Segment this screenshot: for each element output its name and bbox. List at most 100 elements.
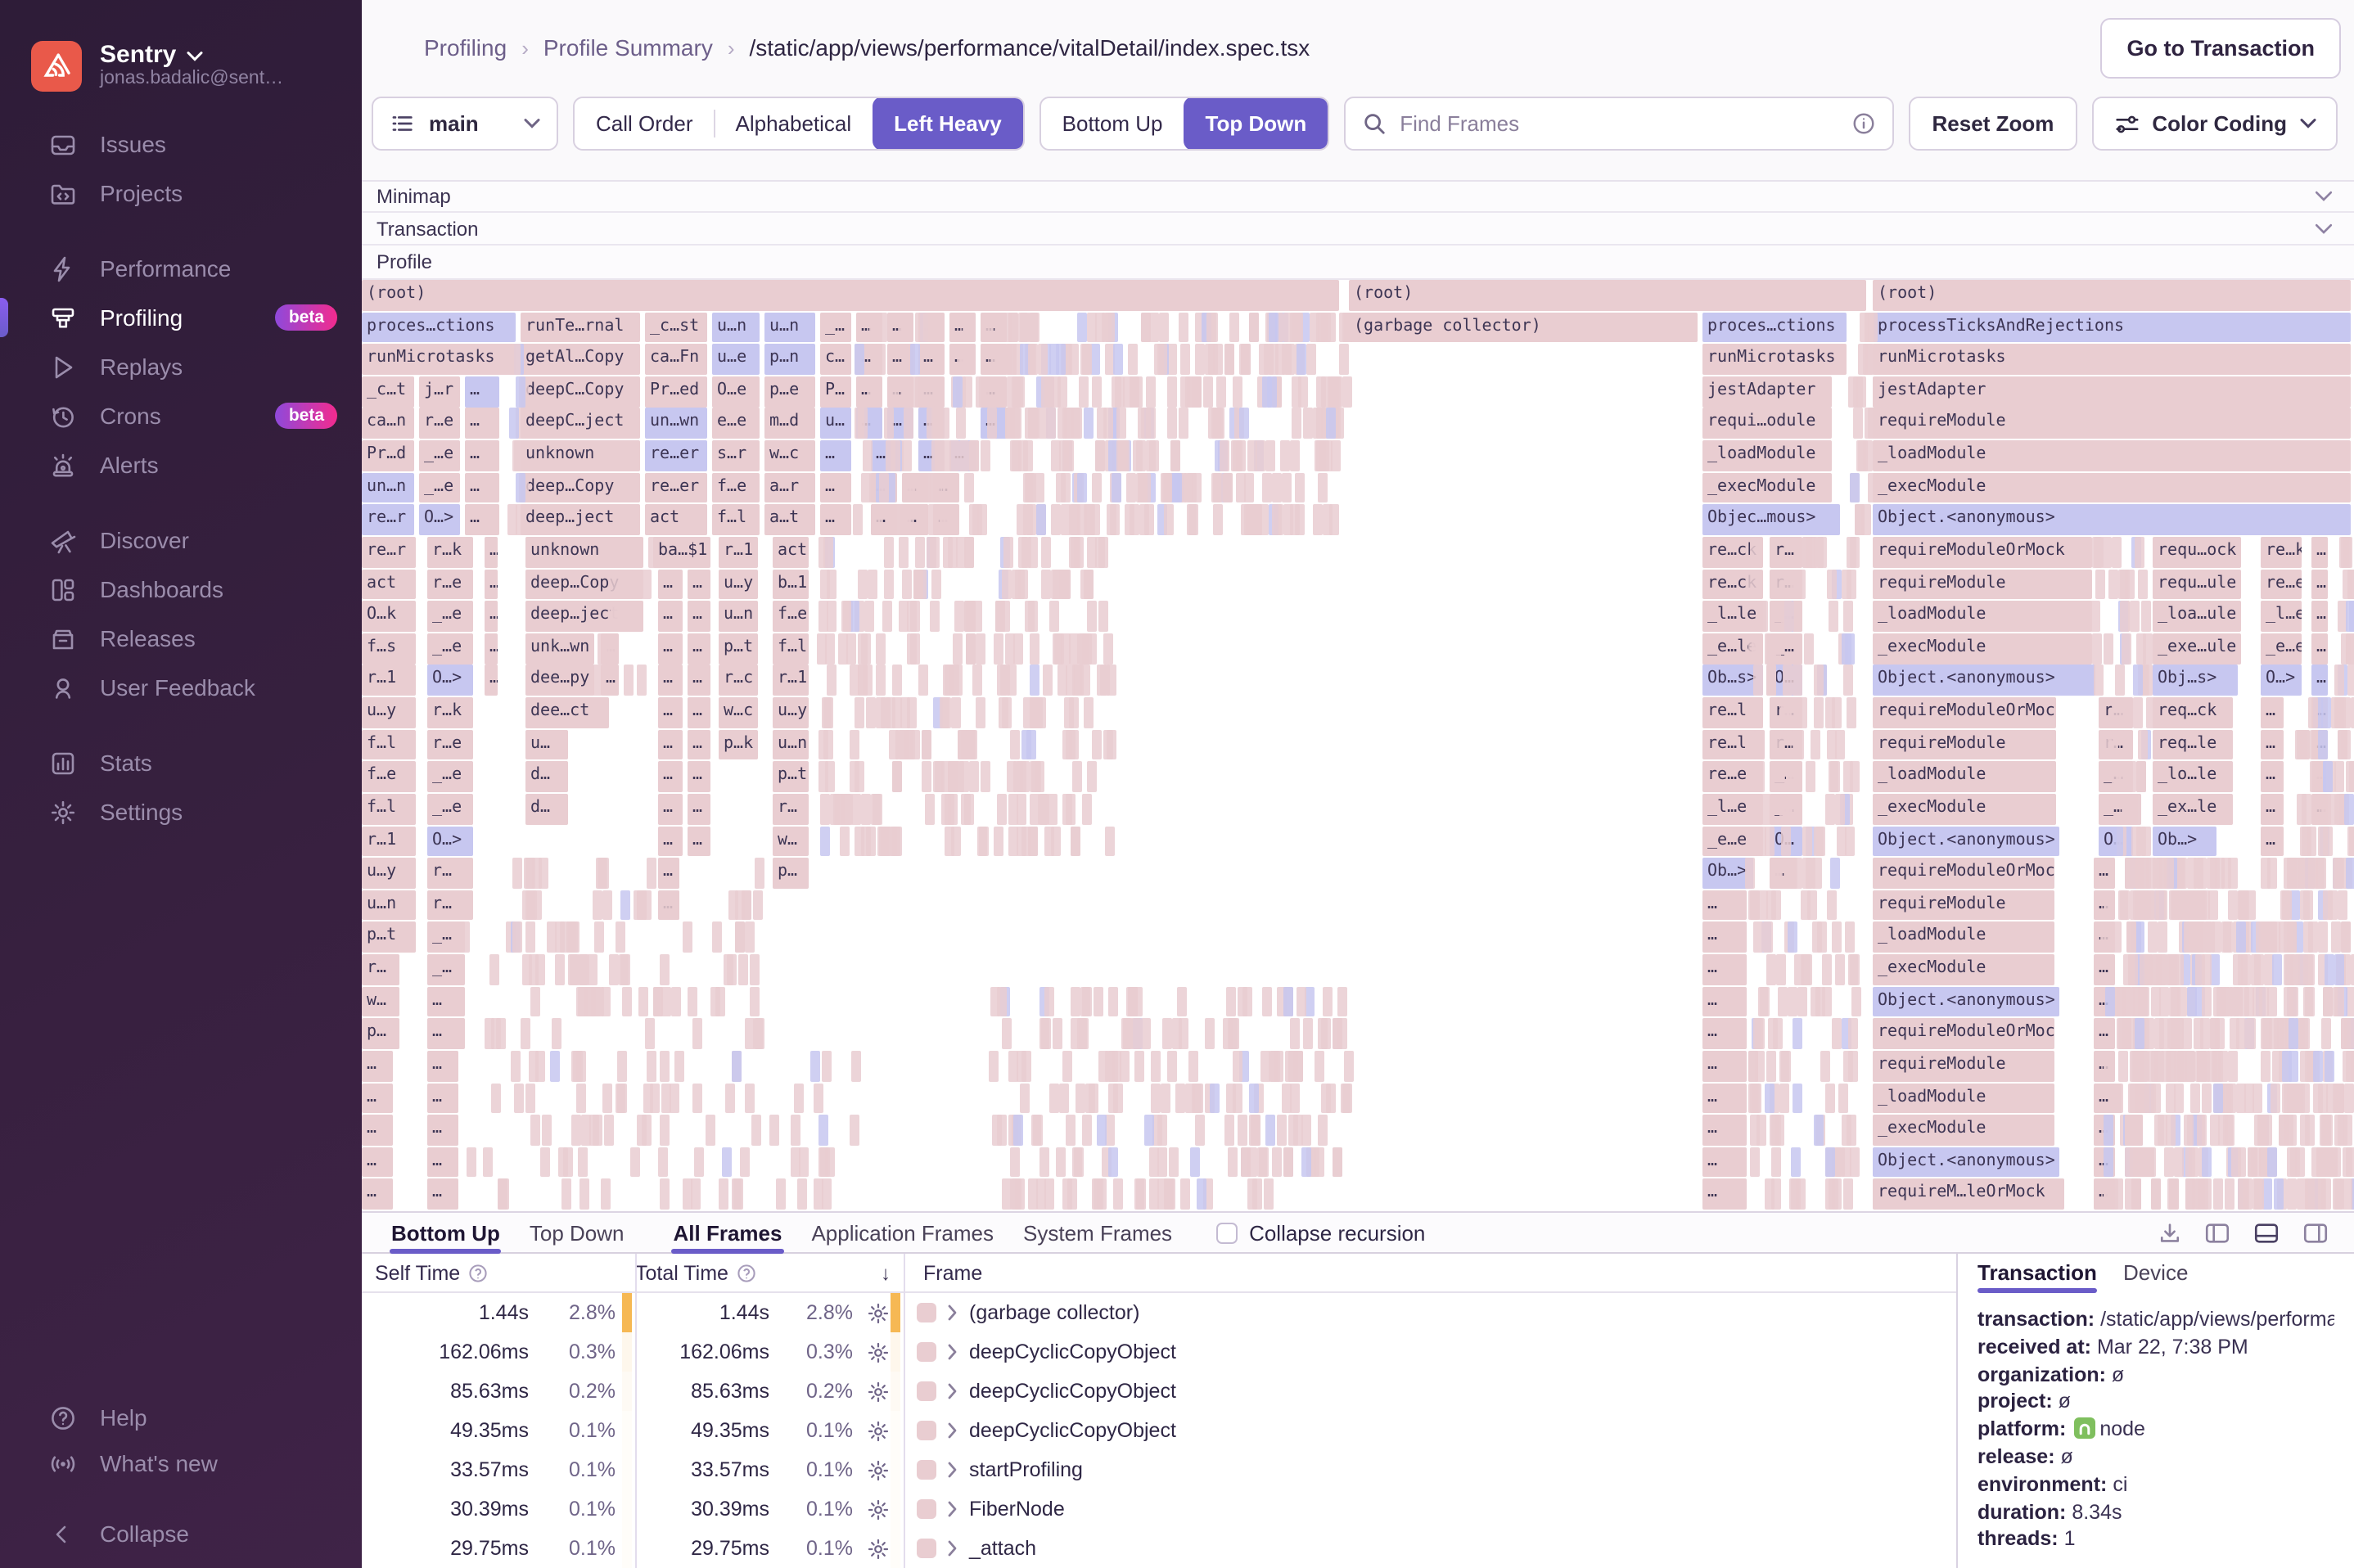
flame-frame[interactable] bbox=[2296, 793, 2307, 825]
flame-frame[interactable] bbox=[2194, 890, 2204, 921]
flame-frame[interactable]: … bbox=[688, 665, 710, 696]
flame-frame[interactable]: f…l bbox=[712, 504, 760, 536]
flame-frame[interactable] bbox=[576, 1083, 587, 1114]
flame-frame[interactable] bbox=[884, 408, 895, 439]
flame-frame[interactable] bbox=[1814, 665, 1824, 696]
flame-frame[interactable] bbox=[1239, 408, 1250, 439]
flame-frame[interactable] bbox=[1042, 665, 1053, 696]
flame-frame[interactable] bbox=[1245, 504, 1256, 536]
flame-frame[interactable] bbox=[1326, 1083, 1336, 1114]
flame-frame[interactable] bbox=[1072, 665, 1082, 696]
flame-frame[interactable]: _lo…le bbox=[2153, 761, 2233, 792]
flame-frame[interactable]: un…wn bbox=[645, 408, 707, 439]
flame-frame[interactable]: _execModule bbox=[1873, 1115, 2054, 1146]
flame-frame[interactable] bbox=[821, 1050, 832, 1082]
flame-frame[interactable]: u…y bbox=[719, 569, 758, 600]
flame-frame[interactable] bbox=[1078, 376, 1088, 408]
flame-frame[interactable] bbox=[1108, 986, 1118, 1017]
flame-frame[interactable] bbox=[2318, 729, 2329, 760]
flame-frame[interactable] bbox=[1030, 697, 1040, 728]
flame-frame[interactable] bbox=[489, 954, 500, 985]
flame-frame[interactable]: … bbox=[362, 1083, 393, 1114]
flame-frame[interactable]: … bbox=[1702, 1147, 1747, 1178]
flame-frame[interactable] bbox=[1779, 697, 1789, 728]
flame-frame[interactable] bbox=[892, 697, 903, 728]
flame-frame[interactable]: requireModuleOrMock bbox=[1873, 536, 2092, 568]
flame-frame[interactable] bbox=[1749, 1147, 1760, 1178]
flame-frame[interactable]: u… bbox=[525, 729, 568, 760]
flame-frame[interactable] bbox=[860, 472, 871, 503]
flame-frame[interactable] bbox=[2126, 921, 2136, 953]
flame-frame[interactable] bbox=[2347, 665, 2354, 696]
flame-frame[interactable] bbox=[1845, 826, 1856, 857]
flame-frame[interactable] bbox=[1069, 729, 1080, 760]
flame-frame[interactable]: p…t bbox=[773, 761, 809, 792]
flame-frame[interactable] bbox=[2148, 921, 2158, 953]
flame-frame[interactable] bbox=[2348, 761, 2354, 792]
flame-frame[interactable] bbox=[918, 665, 929, 696]
flame-frame[interactable] bbox=[2228, 1050, 2239, 1082]
flame-frame[interactable] bbox=[2135, 1083, 2146, 1114]
flame-frame[interactable] bbox=[855, 761, 865, 792]
flame-frame[interactable] bbox=[931, 569, 941, 600]
flame-frame[interactable] bbox=[692, 1018, 702, 1049]
flame-frame[interactable] bbox=[2302, 890, 2313, 921]
flame-frame[interactable]: … bbox=[658, 633, 683, 664]
flame-frame[interactable] bbox=[1133, 376, 1143, 408]
flame-frame[interactable] bbox=[2288, 1018, 2298, 1049]
flame-frame[interactable] bbox=[2337, 890, 2347, 921]
flame-frame[interactable] bbox=[2254, 1178, 2265, 1210]
flame-frame[interactable] bbox=[2262, 1018, 2272, 1049]
flame-frame[interactable] bbox=[2113, 826, 2123, 857]
flame-frame[interactable] bbox=[2235, 1018, 2246, 1049]
flame-frame[interactable] bbox=[1750, 536, 1761, 568]
flame-frame[interactable] bbox=[895, 729, 905, 760]
flame-frame[interactable]: (root) bbox=[362, 280, 1339, 311]
flame-frame[interactable] bbox=[923, 312, 934, 343]
flame-frame[interactable]: _loadModule bbox=[1702, 440, 1832, 471]
flame-frame[interactable] bbox=[1770, 1178, 1781, 1210]
flame-frame[interactable] bbox=[2090, 601, 2100, 632]
flame-frame[interactable] bbox=[1294, 472, 1305, 503]
flame-frame[interactable]: … bbox=[1702, 890, 1747, 921]
chevron-right-icon[interactable] bbox=[948, 1462, 958, 1478]
flame-frame[interactable] bbox=[1289, 1018, 1299, 1049]
flame-frame[interactable] bbox=[1848, 376, 1859, 408]
flame-frame[interactable] bbox=[2284, 954, 2295, 985]
flame-frame[interactable]: Object.<anonymous> bbox=[1873, 986, 2059, 1017]
flame-frame[interactable]: … bbox=[688, 633, 710, 664]
flame-frame[interactable] bbox=[1838, 1083, 1848, 1114]
flame-frame[interactable] bbox=[1315, 312, 1326, 343]
flame-frame[interactable] bbox=[2215, 1018, 2225, 1049]
flame-frame[interactable] bbox=[1137, 472, 1148, 503]
flame-frame[interactable] bbox=[2103, 633, 2113, 664]
flame-frame[interactable]: _l…e bbox=[2261, 601, 2302, 632]
flame-frame[interactable] bbox=[2304, 858, 2315, 889]
flame-frame[interactable] bbox=[1065, 793, 1076, 825]
flame-frame[interactable]: Object.<anonymous> bbox=[1873, 1147, 2059, 1178]
flame-frame[interactable] bbox=[1831, 1178, 1842, 1210]
flame-frame[interactable] bbox=[1827, 569, 1838, 600]
flame-frame[interactable]: … bbox=[820, 504, 851, 536]
flame-frame[interactable] bbox=[2202, 986, 2212, 1017]
flame-frame[interactable] bbox=[1847, 569, 1856, 600]
flame-frame[interactable] bbox=[1248, 1083, 1259, 1114]
flame-frame[interactable] bbox=[1192, 376, 1202, 408]
flame-frame[interactable] bbox=[1145, 376, 1156, 408]
flame-frame[interactable]: processTicksAndRejections bbox=[1873, 312, 2351, 343]
flame-frame[interactable] bbox=[2135, 1018, 2145, 1049]
flame-frame[interactable]: f…e bbox=[362, 761, 416, 792]
flame-frame[interactable] bbox=[1001, 1018, 1012, 1049]
flame-frame[interactable] bbox=[1144, 504, 1155, 536]
flame-frame[interactable]: … bbox=[1702, 1050, 1747, 1082]
flame-frame[interactable]: … bbox=[465, 376, 499, 408]
flame-frame[interactable] bbox=[1301, 1115, 1311, 1146]
flame-frame[interactable]: requireModule bbox=[1873, 729, 2056, 760]
flame-frame[interactable] bbox=[1070, 986, 1080, 1017]
flame-frame[interactable] bbox=[1297, 344, 1307, 375]
flame-frame[interactable] bbox=[555, 954, 566, 985]
flame-frame[interactable] bbox=[969, 440, 980, 471]
flame-frame[interactable] bbox=[2304, 986, 2315, 1017]
flame-frame[interactable] bbox=[1057, 376, 1068, 408]
flame-frame[interactable] bbox=[791, 1147, 801, 1178]
